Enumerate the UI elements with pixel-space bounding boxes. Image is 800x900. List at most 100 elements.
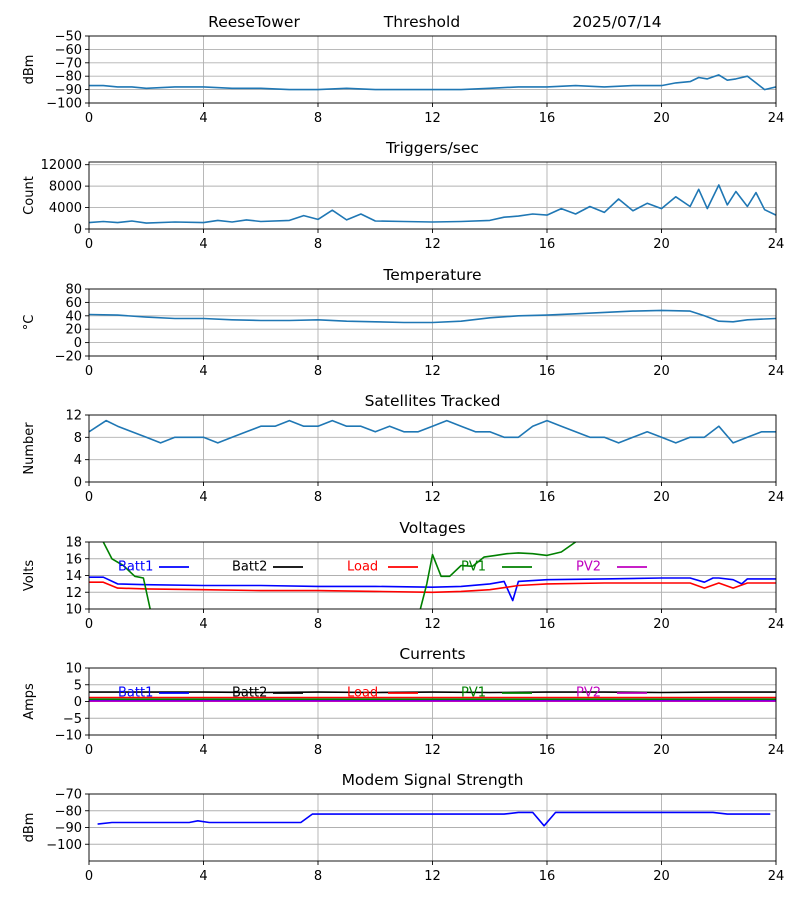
x-tick-label: 4 [199, 617, 207, 632]
x-tick-label: 20 [653, 490, 670, 505]
x-tick-label: 20 [653, 869, 670, 884]
x-tick-label: 20 [653, 617, 670, 632]
series-line-pv1 [102, 542, 577, 609]
y-tick-label: 12 [65, 409, 82, 424]
x-tick-label: 4 [199, 869, 207, 884]
panel-threshold: 0 4 8 12 16 20 24 −100−90−80−70−60−50 dBm [22, 30, 784, 127]
y-tick-label: 40 [65, 309, 82, 324]
legend-label-pv1: PV1 [461, 686, 486, 701]
x-tick-label: 16 [539, 111, 556, 126]
x-tick-label: 0 [85, 237, 93, 252]
y-tick-label: −90 [55, 821, 82, 836]
legend-label-pv2: PV2 [576, 560, 601, 575]
x-tick-label: 8 [314, 111, 322, 126]
x-tick-label: 24 [768, 237, 785, 252]
legend-label-batt2: Batt2 [232, 560, 267, 575]
y-tick-label: 80 [65, 283, 82, 298]
header-date: 2025/07/14 [572, 13, 661, 31]
y-tick-label: −80 [55, 804, 82, 819]
x-tick-label: 16 [539, 364, 556, 379]
x-tick-label: 4 [199, 490, 207, 505]
y-tick-label: 10 [65, 662, 82, 677]
series-line-0 [89, 74, 776, 91]
x-tick-label: 12 [424, 364, 441, 379]
x-tick-label: 24 [768, 490, 785, 505]
series-line-batt1 [89, 576, 776, 602]
panel-satellites: 0 4 8 12 16 20 24 0 4 8 12 Number Satellites Tracked [22, 392, 784, 505]
y-tick-label: 5 [74, 678, 82, 693]
x-tick-label: 24 [768, 364, 785, 379]
legend-label-pv2: PV2 [576, 686, 601, 701]
panel-title: Satellites Tracked [365, 392, 501, 410]
y-axis-label: Volts [22, 560, 37, 592]
y-tick-label: 8000 [49, 180, 82, 195]
y-tick-label: 4 [74, 453, 82, 468]
y-tick-label: 12 [65, 586, 82, 601]
y-tick-label: 14 [65, 569, 82, 584]
y-tick-label: 4000 [49, 201, 82, 216]
header-station: ReeseTower [208, 13, 300, 31]
legend-label-batt1: Batt1 [118, 686, 153, 701]
x-tick-label: 4 [199, 111, 207, 126]
legend-label-pv1: PV1 [461, 560, 486, 575]
y-axis-label: Number [22, 422, 37, 475]
x-tick-label: 12 [424, 869, 441, 884]
panel-title: Triggers/sec [385, 139, 479, 157]
x-tick-label: 0 [85, 869, 93, 884]
y-tick-label: 12000 [41, 158, 82, 173]
x-tick-label: 0 [85, 111, 93, 126]
y-tick-label: 16 [65, 552, 82, 567]
legend-label-batt2: Batt2 [232, 686, 267, 701]
y-tick-label: 60 [65, 296, 82, 311]
y-tick-label: −20 [55, 350, 82, 365]
legend-label-load: Load [347, 686, 378, 701]
x-tick-label: 8 [314, 490, 322, 505]
y-tick-label: −5 [63, 712, 82, 727]
y-tick-label: −50 [55, 30, 82, 45]
panel-title: Currents [399, 645, 465, 663]
header-mode: Threshold [383, 13, 460, 31]
x-tick-label: 20 [653, 237, 670, 252]
x-tick-label: 8 [314, 617, 322, 632]
y-tick-label: −100 [46, 838, 82, 853]
series-line-0 [89, 309, 776, 324]
x-tick-label: 12 [424, 111, 441, 126]
x-tick-label: 16 [539, 237, 556, 252]
y-tick-label: 0 [74, 223, 82, 238]
y-tick-label: 18 [65, 536, 82, 551]
x-tick-label: 16 [539, 869, 556, 884]
y-tick-label: −80 [55, 70, 82, 85]
x-tick-label: 24 [768, 743, 785, 758]
y-tick-label: −90 [55, 83, 82, 98]
y-tick-label: −100 [46, 97, 82, 112]
x-tick-label: 12 [424, 490, 441, 505]
x-tick-label: 24 [768, 617, 785, 632]
panel-title: Voltages [399, 519, 465, 537]
panel-title: Temperature [382, 266, 481, 284]
y-tick-label: 0 [74, 336, 82, 351]
y-tick-label: −70 [55, 56, 82, 71]
x-tick-label: 0 [85, 490, 93, 505]
y-tick-label: −70 [55, 788, 82, 803]
series-line-0 [97, 811, 771, 827]
x-tick-label: 20 [653, 364, 670, 379]
y-tick-label: 0 [74, 695, 82, 710]
y-axis-label: °C [22, 315, 37, 331]
panel-title: Modem Signal Strength [342, 771, 524, 789]
y-axis-label: Amps [22, 683, 37, 720]
x-tick-label: 16 [539, 490, 556, 505]
legend-label-batt1: Batt1 [118, 560, 153, 575]
x-tick-label: 16 [539, 743, 556, 758]
x-tick-label: 4 [199, 237, 207, 252]
x-tick-label: 8 [314, 237, 322, 252]
y-axis-label: Count [22, 176, 37, 215]
series-line-0 [89, 419, 776, 444]
x-tick-label: 0 [85, 743, 93, 758]
y-tick-label: 20 [65, 323, 82, 338]
y-axis-label: dBm [22, 813, 37, 843]
y-tick-label: −10 [55, 729, 82, 744]
x-tick-label: 24 [768, 111, 785, 126]
